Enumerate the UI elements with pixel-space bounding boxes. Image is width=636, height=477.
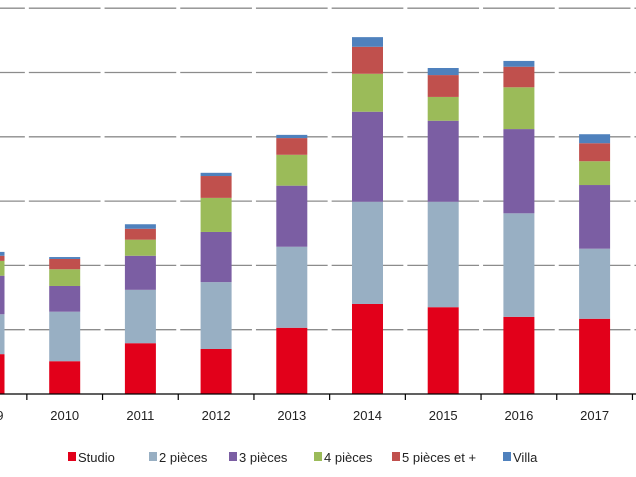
x-tick-label-2010: 2010 — [50, 408, 79, 423]
bar-segment-2017-3-pi-ces — [579, 185, 611, 249]
bars — [0, 37, 611, 394]
x-tick-label-2012: 2012 — [202, 408, 231, 423]
bar-segment-2013-4-pi-ces — [276, 154, 308, 186]
bar-segment-2013-2-pi-ces — [276, 246, 308, 328]
bar-segment-2010-villa — [49, 257, 81, 259]
bar-segment-2011-3-pi-ces — [124, 255, 156, 290]
bar-segment-2010-5-pi-ces-et- — [49, 258, 81, 270]
legend-label: 3 pièces — [239, 450, 288, 465]
bar-segment-2016-villa — [503, 60, 535, 67]
legend-swatch — [68, 452, 76, 461]
bar-segment-2010-2-pi-ces — [49, 311, 81, 362]
legend-label: Studio — [78, 450, 115, 465]
bar-segment-2017-4-pi-ces — [579, 161, 611, 186]
bar-segment-2009-studio — [0, 354, 5, 394]
bar-segment-2014-villa — [352, 37, 383, 47]
bar-segment-2016-4-pi-ces — [503, 87, 535, 130]
x-tick-label-2013: 2013 — [277, 408, 306, 423]
bar-segment-2012-2-pi-ces — [200, 282, 232, 349]
x-tick-label-2011: 2011 — [126, 408, 154, 423]
bar-segment-2014-4-pi-ces — [352, 73, 383, 112]
bar-segment-2016-2-pi-ces — [503, 213, 535, 317]
legend-swatch — [392, 452, 400, 461]
legend: Studio 2 pièces 3 pièces 4 pièces 5 pièces e… — [68, 450, 538, 465]
bar-segment-2011-villa — [124, 224, 156, 229]
legend-label: 2 pièces — [159, 450, 208, 465]
bar-segment-2009-5-pi-ces-et- — [0, 255, 5, 261]
bar-segment-2017-2-pi-ces — [579, 248, 611, 319]
bar-segment-2016-studio — [503, 316, 535, 394]
bar-segment-2014-5-pi-ces-et- — [352, 46, 383, 74]
bar-segment-2014-2-pi-ces — [352, 201, 383, 304]
bar-segment-2012-villa — [200, 172, 232, 177]
bar-segment-2014-3-pi-ces — [352, 111, 383, 202]
bar-segment-2010-3-pi-ces — [49, 285, 81, 312]
bar-segment-2010-studio — [49, 361, 81, 394]
bar-segment-2011-4-pi-ces — [124, 239, 156, 256]
legend-label: 5 pièces et + — [402, 450, 476, 465]
bar-segment-2017-villa — [579, 134, 611, 144]
x-tick-label-2014: 2014 — [353, 408, 382, 423]
bar-segment-2012-5-pi-ces-et- — [200, 176, 232, 198]
legend-swatch — [229, 452, 237, 461]
x-tick-label-2015: 2015 — [429, 408, 458, 423]
bar-segment-2009-villa — [0, 251, 5, 256]
bar-segment-2012-4-pi-ces — [200, 197, 232, 232]
x-tick-label-2017: 2017 — [580, 408, 609, 423]
bar-segment-2017-5-pi-ces-et- — [579, 143, 611, 162]
gridlines — [0, 7, 636, 331]
bar-segment-2009-2-pi-ces — [0, 314, 5, 355]
legend-label: Villa — [513, 450, 538, 465]
bar-segment-2015-3-pi-ces — [427, 120, 459, 202]
bar-segment-2016-3-pi-ces — [503, 129, 535, 214]
bar-segment-2010-4-pi-ces — [49, 269, 81, 286]
bar-segment-2015-4-pi-ces — [427, 96, 459, 121]
bar-segment-2012-studio — [200, 348, 232, 394]
x-axis: 2009 2010 2011 2012 2013 2014 2015 2016 2017 — [0, 393, 636, 423]
bar-segment-2011-5-pi-ces-et- — [124, 228, 156, 240]
bar-segment-2016-5-pi-ces-et- — [503, 66, 535, 88]
bar-segment-2012-3-pi-ces — [200, 231, 232, 283]
bar-segment-2015-2-pi-ces — [427, 201, 459, 308]
bar-segment-2009-3-pi-ces — [0, 275, 5, 315]
legend-swatch — [503, 452, 511, 461]
bar-segment-2011-2-pi-ces — [124, 289, 156, 344]
bar-segment-2015-villa — [427, 67, 459, 76]
bar-segment-2014-studio — [352, 303, 383, 394]
bar-segment-2013-5-pi-ces-et- — [276, 138, 308, 155]
x-tick-label-2009: 2009 — [0, 408, 3, 423]
bar-segment-2017-studio — [579, 318, 611, 394]
x-tick-label-2016: 2016 — [504, 408, 533, 423]
bar-segment-2013-3-pi-ces — [276, 185, 308, 247]
legend-swatch — [149, 452, 157, 461]
bar-segment-2013-villa — [276, 134, 308, 139]
bar-segment-2013-studio — [276, 327, 308, 394]
legend-label: 4 pièces — [324, 450, 373, 465]
legend-swatch — [314, 452, 322, 461]
bar-segment-2015-studio — [427, 307, 459, 394]
bar-segment-2011-studio — [124, 343, 156, 394]
bar-segment-2015-5-pi-ces-et- — [427, 75, 459, 97]
bar-segment-2009-4-pi-ces — [0, 260, 5, 276]
